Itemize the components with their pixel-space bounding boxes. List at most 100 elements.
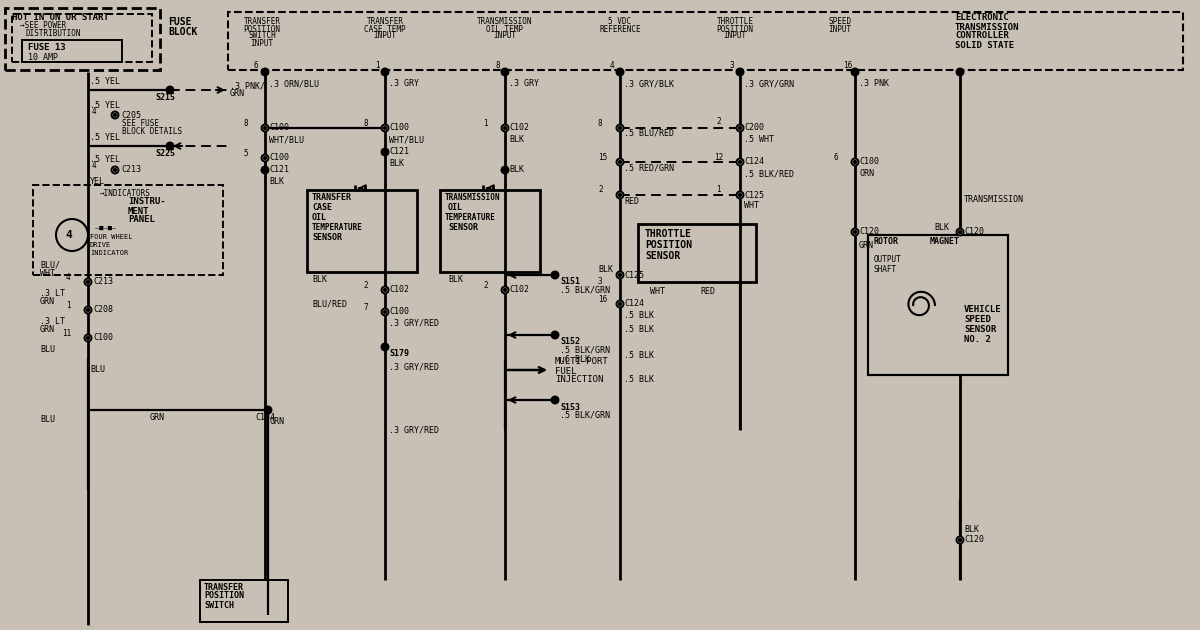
Text: .5 RED/GRN: .5 RED/GRN [624,164,674,173]
Circle shape [167,142,174,149]
Text: C100: C100 [269,123,289,132]
Text: INPUT: INPUT [828,25,852,33]
Circle shape [84,335,91,341]
Circle shape [617,272,624,278]
Text: BLK: BLK [509,166,524,175]
Circle shape [86,309,89,311]
Circle shape [852,159,858,166]
Text: 8: 8 [598,118,602,127]
Text: OIL: OIL [312,214,326,222]
Text: C100: C100 [389,123,409,132]
Text: .3 GRY: .3 GRY [389,79,419,88]
Circle shape [384,311,386,313]
Text: 11: 11 [62,329,71,338]
Text: S225: S225 [155,149,175,158]
Circle shape [619,161,622,163]
Circle shape [86,337,89,339]
Text: RED: RED [700,287,715,297]
Text: .3 GRY/RED: .3 GRY/RED [389,319,439,328]
Text: FUEL: FUEL [554,367,576,375]
Text: FOUR WHEEL: FOUR WHEEL [90,234,132,240]
Text: TRANSFER: TRANSFER [204,583,244,592]
Circle shape [382,69,389,76]
Text: C121: C121 [269,166,289,175]
Text: .5 YEL: .5 YEL [90,156,120,164]
Text: GRN: GRN [270,418,286,427]
Text: VEHICLE: VEHICLE [964,306,1002,314]
Text: 4: 4 [92,108,97,117]
Text: YEL: YEL [90,178,106,186]
Text: C102: C102 [389,285,409,294]
Text: 1: 1 [66,302,71,311]
Text: 6: 6 [833,152,838,161]
Text: OUTPUT: OUTPUT [874,256,901,265]
Text: MULTI-PORT: MULTI-PORT [554,357,608,367]
Text: OIL: OIL [448,203,463,212]
Text: C134: C134 [256,413,275,421]
Text: SENSOR: SENSOR [646,251,680,261]
Text: S215: S215 [155,93,175,101]
Text: CONTROLLER: CONTROLLER [955,32,1009,40]
Text: WHT/BLU: WHT/BLU [389,135,424,144]
Text: ELECTRONIC: ELECTRONIC [955,13,1009,23]
Text: 2: 2 [482,280,487,290]
Text: .3 GRY/GRN: .3 GRY/GRN [744,79,794,88]
Circle shape [382,343,389,350]
Text: .3 GRY: .3 GRY [509,79,539,88]
Circle shape [619,303,622,305]
Text: C102: C102 [509,123,529,132]
Circle shape [382,287,389,294]
Circle shape [739,161,742,163]
Text: C125: C125 [744,190,764,200]
Circle shape [502,166,509,173]
Text: .5 BLK: .5 BLK [624,375,654,384]
Circle shape [167,86,174,93]
Text: GRN: GRN [150,413,166,421]
Circle shape [739,194,742,196]
Text: C100: C100 [389,307,409,316]
Text: C120: C120 [859,227,878,236]
Text: C213: C213 [94,277,113,287]
Text: PANEL: PANEL [128,215,155,224]
Text: C100: C100 [269,154,289,163]
Text: BLK: BLK [964,525,979,534]
Text: BLK: BLK [389,159,404,168]
Text: CASE TEMP: CASE TEMP [364,25,406,33]
Text: SHAFT: SHAFT [874,265,898,273]
Text: .3 GRY/RED: .3 GRY/RED [389,362,439,372]
Circle shape [114,114,116,116]
Circle shape [504,289,506,291]
Text: WHT/BLU: WHT/BLU [269,135,304,144]
Text: BLK: BLK [269,176,284,185]
Text: 7: 7 [364,302,367,311]
Circle shape [737,125,744,132]
Circle shape [114,169,116,171]
Text: 12: 12 [714,152,724,161]
Text: .3 PNK/: .3 PNK/ [230,81,265,91]
Circle shape [112,112,119,118]
Text: DISTRIBUTION: DISTRIBUTION [26,28,82,38]
Text: DRIVE: DRIVE [90,242,112,248]
Text: INJECTION: INJECTION [554,375,604,384]
Circle shape [384,127,386,129]
Text: —■—■—: —■—■— [95,225,116,231]
Circle shape [84,307,91,314]
Text: 16: 16 [598,294,607,304]
Text: TRANSFER: TRANSFER [312,193,352,202]
Text: 2: 2 [716,118,721,127]
Text: .3 GRY/RED: .3 GRY/RED [389,425,439,435]
Text: BLOCK DETAILS: BLOCK DETAILS [122,127,182,135]
Text: SENSOR: SENSOR [964,326,996,335]
Text: SENSOR: SENSOR [448,224,478,232]
Text: .5 YEL: .5 YEL [90,101,120,110]
Text: GRN: GRN [859,241,874,249]
Text: BLOCK: BLOCK [168,27,197,37]
Text: 8: 8 [364,118,367,127]
Text: INPUT: INPUT [724,32,746,40]
Text: SWITCH: SWITCH [248,32,276,40]
Text: GRN: GRN [40,326,55,335]
Circle shape [552,396,558,403]
Text: S152: S152 [560,338,580,346]
Text: TRANSMISSION: TRANSMISSION [955,23,1020,32]
Text: BLK: BLK [509,135,524,144]
